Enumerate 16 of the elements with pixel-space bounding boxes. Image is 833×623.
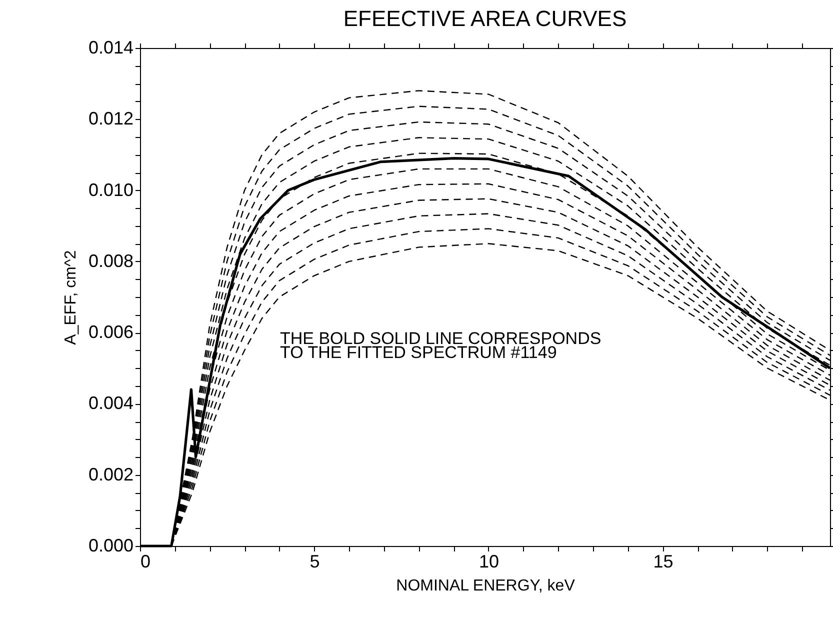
y-axis-title: A_EFF, cm^2 [62, 250, 80, 345]
y-tick-label: 0.004 [88, 393, 134, 414]
y-tick-label: 0.010 [88, 180, 134, 200]
x-axis-title: NOMINAL ENERGY, keV [396, 578, 576, 594]
x-tick-label: 10 [478, 552, 499, 572]
annotation: TO THE FITTED SPECTRUM #1149 [280, 343, 557, 362]
y-tick-label: 0.002 [88, 464, 134, 484]
chart-title: EFEECTIVE AREA CURVES [343, 6, 627, 31]
x-tick-label: 15 [653, 552, 674, 572]
x-tick-label: 5 [310, 552, 320, 572]
x-tick-label: 0 [140, 552, 151, 572]
y-tick-label: 0.008 [88, 250, 134, 271]
y-tick-label: 0.012 [88, 108, 134, 129]
y-tick-label: 0.014 [88, 38, 134, 58]
y-tick-label: 0.006 [88, 322, 134, 342]
y-tick-label: 0.000 [88, 536, 134, 556]
